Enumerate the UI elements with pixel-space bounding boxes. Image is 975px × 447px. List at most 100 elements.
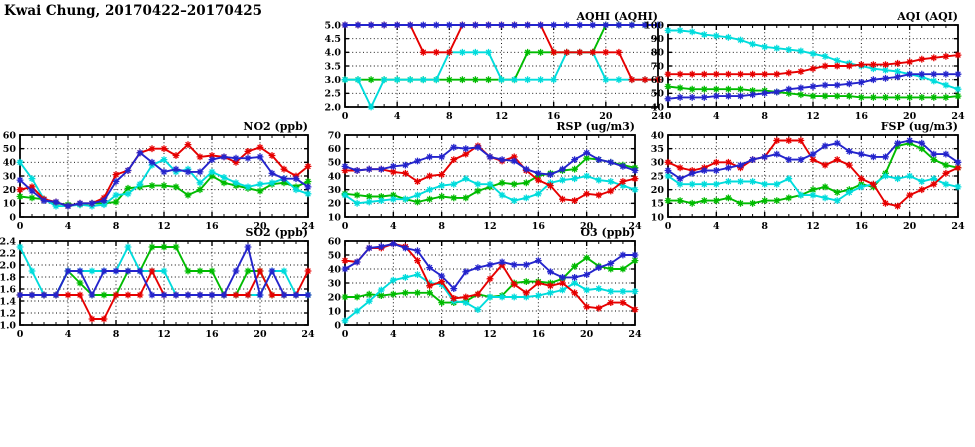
x-tick-label: 8 bbox=[761, 111, 768, 122]
x-tick-label: 24 bbox=[651, 111, 665, 122]
y-tick-label: 50 bbox=[3, 144, 17, 155]
series-markers-cyan bbox=[341, 172, 639, 207]
series-markers-red bbox=[664, 137, 962, 210]
x-tick-label: 0 bbox=[342, 329, 349, 340]
x-tick-label: 12 bbox=[483, 221, 496, 232]
series-line-cyan bbox=[668, 29, 959, 91]
chart-title-aqi: AQI (AQI) bbox=[896, 10, 958, 23]
y-tick-label: 30 bbox=[651, 158, 665, 169]
series-markers-blue bbox=[664, 70, 962, 103]
y-tick-label: 40 bbox=[328, 171, 342, 182]
x-tick-label: 16 bbox=[205, 329, 219, 340]
x-tick-label: 12 bbox=[483, 329, 496, 340]
y-tick-label: 30 bbox=[328, 278, 342, 289]
y-tick-label: 1.8 bbox=[0, 272, 16, 283]
x-tick-label: 20 bbox=[599, 111, 613, 122]
x-tick-label: 16 bbox=[547, 111, 561, 122]
y-tick-label: 20 bbox=[328, 292, 342, 303]
y-tick-label: 10 bbox=[328, 306, 342, 317]
y-tick-label: 4.5 bbox=[324, 34, 341, 45]
y-tick-label: 1.2 bbox=[0, 308, 16, 319]
x-tick-label: 4 bbox=[713, 221, 720, 232]
x-tick-label: 24 bbox=[301, 329, 315, 340]
y-tick-label: 5.0 bbox=[324, 20, 341, 31]
y-tick-label: 2.0 bbox=[0, 260, 16, 271]
x-tick-label: 20 bbox=[903, 221, 917, 232]
page-title: Kwai Chung, 20170422–20170425 bbox=[4, 3, 263, 19]
x-tick-label: 24 bbox=[951, 111, 965, 122]
x-tick-label: 12 bbox=[806, 111, 819, 122]
y-tick-label: 60 bbox=[328, 144, 342, 155]
y-tick-label: 30 bbox=[3, 171, 17, 182]
x-tick-label: 20 bbox=[253, 329, 267, 340]
y-tick-label: 60 bbox=[651, 75, 665, 86]
y-tick-label: 2.0 bbox=[324, 102, 341, 113]
x-tick-label: 0 bbox=[342, 111, 349, 122]
x-tick-label: 4 bbox=[65, 329, 72, 340]
x-tick-label: 12 bbox=[157, 329, 170, 340]
y-tick-label: 60 bbox=[328, 236, 342, 247]
chart-aqi: 40 50 60 70 80 90 100 0 4 8 12 16 20 24 AQI (AQI) bbox=[644, 10, 965, 122]
x-tick-label: 0 bbox=[665, 111, 672, 122]
y-tick-label: 90 bbox=[651, 34, 665, 45]
x-tick-label: 4 bbox=[390, 221, 397, 232]
y-tick-label: 10 bbox=[651, 212, 665, 223]
plot-frame bbox=[344, 240, 636, 326]
y-tick-label: 80 bbox=[651, 48, 665, 59]
chart-so2: 1.01.21.41.61.82.02.22.4 0 4 8 12 16 20 24 SO2 (… bbox=[0, 226, 315, 340]
y-tick-label: 2.2 bbox=[0, 248, 16, 259]
y-tick-label: 2.4 bbox=[0, 236, 16, 247]
x-tick-label: 12 bbox=[157, 221, 170, 232]
x-tick-label: 0 bbox=[17, 221, 24, 232]
x-tick-label: 12 bbox=[806, 221, 819, 232]
y-tick-label: 20 bbox=[328, 199, 342, 210]
y-tick-label: 30 bbox=[328, 185, 342, 196]
y-tick-label: 50 bbox=[651, 89, 665, 100]
chart-fsp: 10 15 20 25 30 35 40 0 4 8 12 16 20 24 FSP (ug/m3) bbox=[651, 120, 965, 232]
x-tick-label: 20 bbox=[580, 329, 594, 340]
y-tick-label: 1.4 bbox=[0, 296, 16, 307]
y-tick-label: 1.0 bbox=[0, 320, 16, 331]
y-tick-label: 1.6 bbox=[0, 284, 16, 295]
x-tick-label: 16 bbox=[532, 221, 546, 232]
y-tick-label: 40 bbox=[328, 264, 342, 275]
x-tick-label: 16 bbox=[855, 221, 869, 232]
series-markers-red bbox=[664, 51, 962, 78]
chart-title-so2: SO2 (ppb) bbox=[246, 226, 309, 239]
x-tick-label: 4 bbox=[713, 111, 720, 122]
x-tick-label: 16 bbox=[205, 221, 219, 232]
series-markers-blue bbox=[664, 137, 962, 183]
series-markers-blue bbox=[16, 149, 312, 210]
x-tick-label: 8 bbox=[761, 221, 768, 232]
chart-o3: 0 10 20 30 40 50 60 0 4 8 12 16 20 24 O3 (ppb) bbox=[328, 226, 642, 340]
chart-title-rsp: RSP (ug/m3) bbox=[556, 120, 635, 133]
x-tick-label: 12 bbox=[495, 111, 508, 122]
series-markers-blue bbox=[341, 143, 639, 178]
x-tick-label: 8 bbox=[438, 329, 445, 340]
x-tick-label: 24 bbox=[628, 329, 642, 340]
y-tick-label: 50 bbox=[328, 250, 342, 261]
x-tick-label: 20 bbox=[253, 221, 267, 232]
y-tick-label: 15 bbox=[651, 199, 664, 210]
plot-frame bbox=[667, 24, 959, 108]
y-tick-label: 0 bbox=[334, 320, 341, 331]
plot-frame bbox=[19, 134, 309, 218]
x-tick-label: 16 bbox=[532, 329, 546, 340]
x-tick-label: 16 bbox=[855, 111, 869, 122]
plot-frame bbox=[19, 240, 309, 326]
y-tick-label: 70 bbox=[328, 130, 342, 141]
y-tick-label: 20 bbox=[3, 185, 17, 196]
x-tick-label: 4 bbox=[390, 329, 397, 340]
y-tick-label: 0 bbox=[9, 212, 16, 223]
x-tick-label: 8 bbox=[446, 111, 453, 122]
y-tick-label: 4.0 bbox=[324, 48, 341, 59]
y-tick-label: 40 bbox=[651, 130, 665, 141]
y-tick-label: 10 bbox=[328, 212, 342, 223]
y-tick-label: 100 bbox=[644, 20, 664, 31]
x-tick-label: 0 bbox=[665, 221, 672, 232]
chart-title-o3: O3 (ppb) bbox=[580, 226, 635, 239]
series-markers-blue bbox=[16, 243, 312, 299]
x-tick-label: 0 bbox=[17, 329, 24, 340]
chart-title-aqhi: AQHI (AQHI) bbox=[575, 10, 658, 23]
